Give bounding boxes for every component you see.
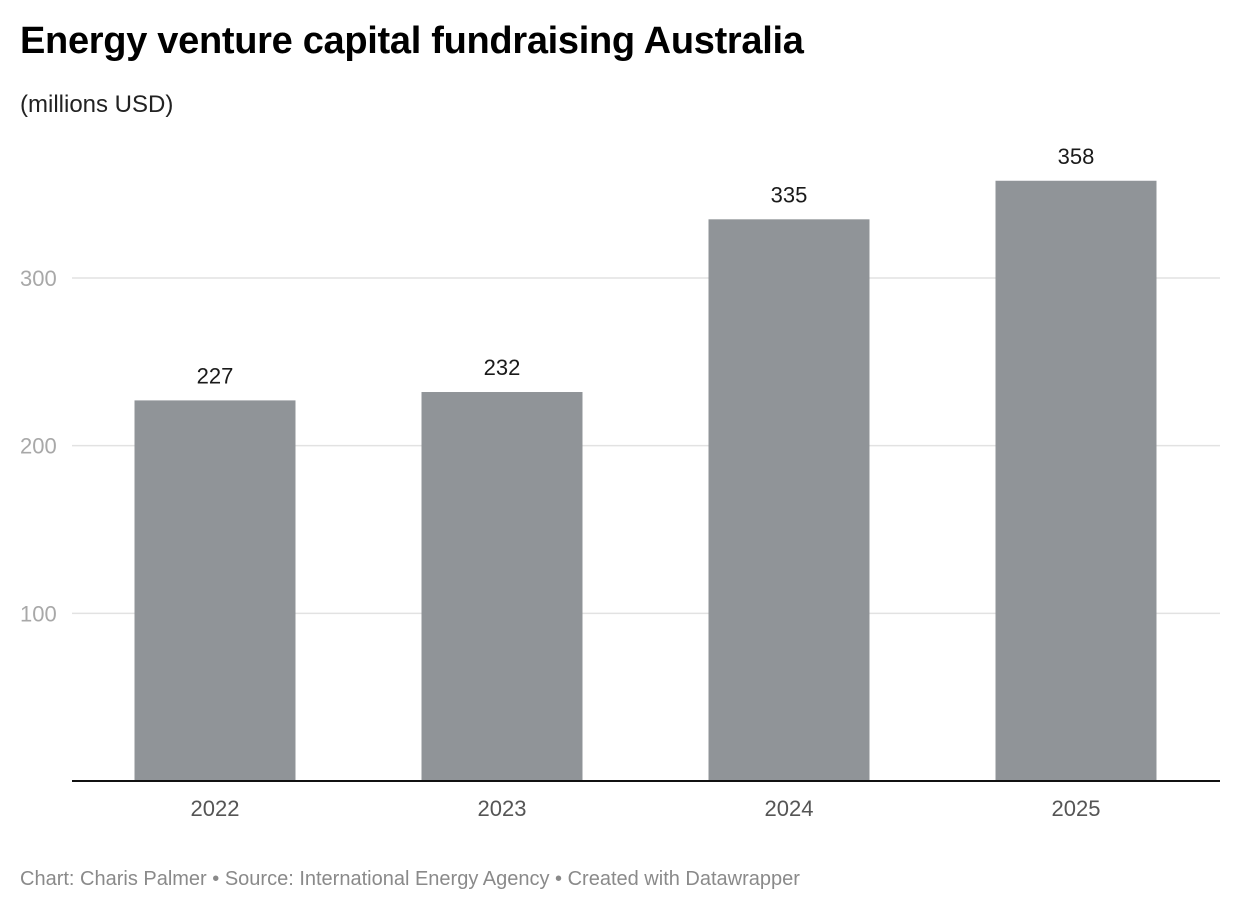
bar — [134, 400, 296, 781]
data-label: 335 — [771, 182, 808, 207]
chart-title: Energy venture capital fundraising Austr… — [20, 20, 804, 62]
x-tick-label: 2023 — [478, 796, 527, 821]
chart-subtitle: (millions USD) — [20, 91, 174, 118]
x-tick-label: 2022 — [191, 796, 240, 821]
bar — [421, 392, 583, 781]
data-label: 232 — [484, 355, 521, 380]
y-tick-label: 300 — [20, 266, 57, 291]
y-tick-label: 100 — [20, 601, 57, 626]
x-tick-label: 2025 — [1052, 796, 1101, 821]
data-label: 227 — [197, 363, 234, 388]
data-label: 358 — [1058, 144, 1095, 169]
bar — [708, 219, 870, 782]
chart-footer: Chart: Charis Palmer • Source: Internati… — [20, 868, 800, 890]
y-tick-label: 200 — [20, 434, 57, 459]
bar — [995, 180, 1157, 782]
x-tick-label: 2024 — [765, 796, 814, 821]
